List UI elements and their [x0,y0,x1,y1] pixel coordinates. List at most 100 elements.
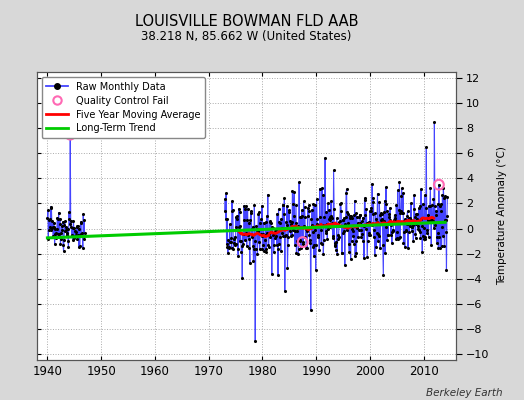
Point [299,198,308,204]
Point [276,220,285,226]
Point [337,208,345,214]
Point [325,207,333,213]
Point [334,234,343,240]
Text: Berkeley Earth: Berkeley Earth [427,388,503,398]
Point [385,214,394,220]
Point [259,220,268,226]
Point [368,180,376,187]
Point [69,218,78,224]
Point [230,240,238,246]
Point [330,167,338,174]
Point [61,218,69,225]
Point [391,215,400,222]
Point [400,228,409,235]
Point [261,237,269,244]
Legend: Raw Monthly Data, Quality Control Fail, Five Year Moving Average, Long-Term Tren: Raw Monthly Data, Quality Control Fail, … [41,77,205,138]
Point [50,224,58,230]
Point [318,222,326,229]
Point [362,226,370,232]
Point [286,218,294,225]
Point [68,225,77,231]
Point [369,198,378,205]
Point [281,232,290,238]
Point [333,215,341,221]
Point [49,224,57,230]
Point [327,213,335,220]
Point [246,217,255,223]
Point [345,241,353,247]
Point [312,242,320,248]
Point [311,202,319,209]
Point [286,228,294,234]
Point [350,240,358,247]
Point [62,224,70,231]
Point [393,235,401,241]
Point [249,258,258,264]
Point [357,234,366,240]
Point [52,226,61,232]
Point [331,242,340,249]
Point [301,234,310,240]
Point [268,225,277,232]
Point [288,188,297,194]
Point [67,218,75,224]
Point [345,248,354,255]
Point [366,232,375,238]
Point [62,227,70,233]
Point [440,243,449,249]
Point [369,195,377,201]
Point [47,205,56,212]
Point [377,210,385,216]
Point [47,226,55,233]
Point [74,244,83,250]
Point [398,185,406,192]
Point [279,202,287,208]
Point [373,190,381,197]
Point [308,244,316,250]
Point [333,250,342,257]
Point [231,234,239,240]
Point [370,226,378,233]
Point [387,232,395,239]
Point [58,227,67,234]
Point [224,237,233,244]
Point [249,243,257,250]
Point [353,214,361,220]
Point [343,226,351,233]
Point [299,239,307,245]
Point [341,261,349,268]
Point [378,218,387,225]
Point [378,216,386,222]
Point [430,119,439,125]
Point [263,230,271,236]
Point [361,195,369,201]
Point [243,243,251,249]
Point [263,213,271,219]
Point [428,217,436,224]
Point [241,217,249,224]
Point [439,184,447,191]
Point [388,226,397,233]
Point [291,219,300,226]
Point [336,200,345,206]
Point [414,226,422,232]
Point [342,186,351,192]
Point [340,215,348,221]
Point [233,212,242,219]
Point [311,267,320,273]
Point [380,218,388,224]
Point [256,246,264,252]
Point [397,208,405,215]
Point [256,220,264,226]
Point [299,239,307,245]
Point [318,185,326,191]
Point [381,250,389,256]
Point [329,233,337,239]
Point [441,192,449,199]
Point [351,197,359,204]
Point [376,245,385,251]
Point [302,244,311,251]
Point [305,232,314,238]
Point [78,233,86,239]
Point [322,230,331,236]
